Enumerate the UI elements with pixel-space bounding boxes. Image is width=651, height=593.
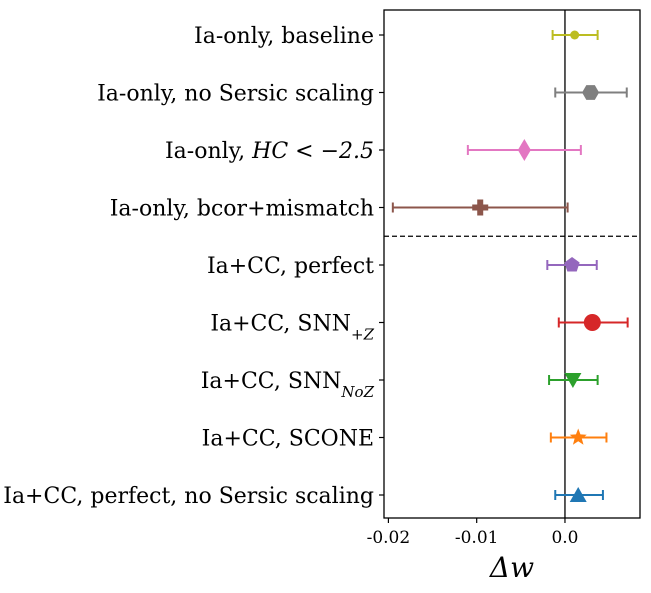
- category-label: Ia-only, HC < −2.5: [165, 139, 374, 164]
- category-label-math: HC < −2.5: [251, 139, 374, 164]
- category-label-text: Ia-only, baseline: [194, 24, 374, 49]
- plot-frame: [383, 9, 641, 519]
- x-axis: -0.02 -0.01 0.0: [367, 34, 578, 548]
- series-point: [549, 428, 608, 445]
- series-point: [554, 85, 628, 100]
- x-tick-label: -0.02: [367, 528, 411, 548]
- marker-circle-small: [570, 30, 580, 40]
- category-label-text: Ia-only,: [165, 139, 252, 164]
- marker-triangle-up: [569, 487, 587, 502]
- category-labels: Ia-only, baseline Ia-only, no Sersic scal…: [3, 24, 374, 509]
- marker-hexagon: [582, 85, 600, 100]
- category-label-text: Ia+CC, perfect, no Sersic scaling: [3, 484, 374, 509]
- category-label: Ia+CC, perfect: [207, 254, 374, 279]
- series-point: [466, 139, 582, 161]
- category-label: Ia+CC, SNNNoZ: [201, 369, 375, 401]
- marker-star: [569, 428, 587, 445]
- x-tick-label: -0.01: [455, 528, 499, 548]
- category-label: Ia+CC, perfect, no Sersic scaling: [3, 484, 374, 509]
- category-label: Ia-only, no Sersic scaling: [97, 82, 374, 107]
- category-label-text: Ia-only, no Sersic scaling: [97, 82, 374, 107]
- series-point: [548, 373, 599, 388]
- series-point: [546, 257, 598, 272]
- category-label-text: Ia+CC, SCONE: [202, 427, 374, 452]
- series-point: [557, 314, 629, 331]
- series-point: [551, 30, 599, 40]
- plot-area: [383, 9, 641, 519]
- category-label: Ia+CC, SCONE: [202, 427, 374, 452]
- series-point: [391, 199, 569, 216]
- series-point: [554, 487, 604, 502]
- category-label-text: Ia+CC, SNN: [201, 369, 342, 394]
- category-label-text: Ia-only, bcor+mismatch: [110, 197, 374, 222]
- category-label-text: Ia+CC, SNN: [210, 312, 351, 337]
- x-tick-label: 0.0: [551, 528, 578, 548]
- marker-plus: [472, 199, 489, 216]
- category-label-text: Ia+CC, perfect: [207, 254, 374, 279]
- marker-pentagon: [564, 257, 580, 272]
- category-label-subscript: +Z: [351, 326, 375, 344]
- category-label-subscript: NoZ: [340, 383, 374, 401]
- category-label: Ia-only, baseline: [194, 24, 374, 49]
- category-label: Ia+CC, SNN+Z: [210, 312, 374, 344]
- marker-diamond: [517, 139, 531, 161]
- x-axis-title: Δw: [489, 551, 534, 584]
- marker-circle: [583, 314, 601, 331]
- marker-triangle-down: [564, 373, 582, 388]
- category-label: Ia-only, bcor+mismatch: [110, 197, 374, 222]
